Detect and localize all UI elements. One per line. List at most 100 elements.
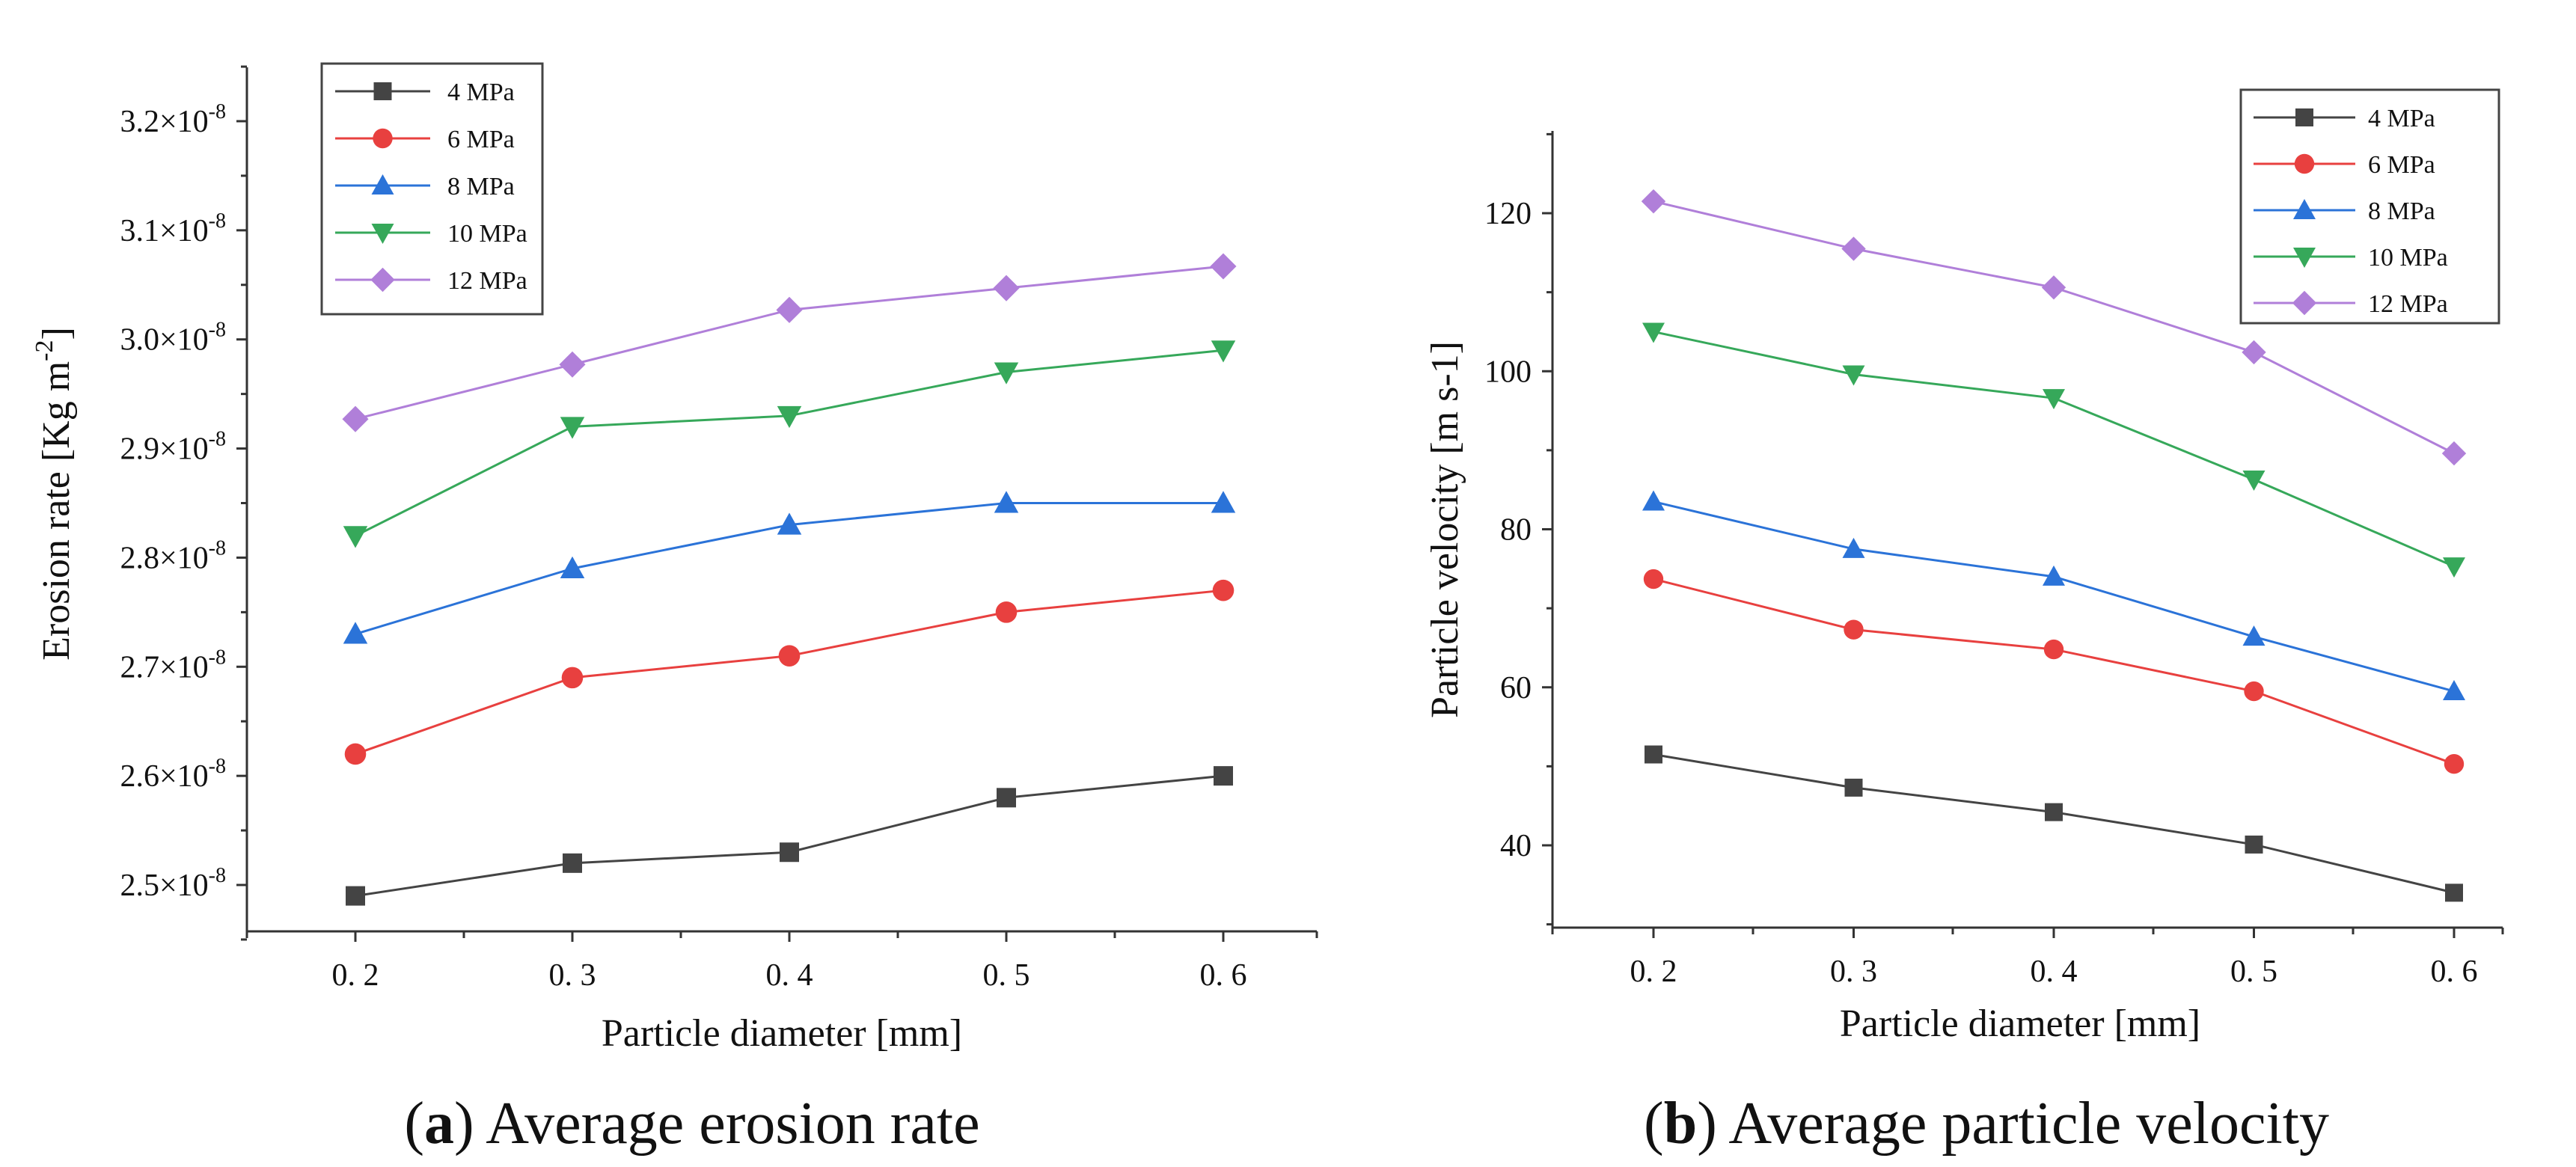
panel-a-series-4-point-0 bbox=[342, 405, 369, 432]
panel-a-series-0-point-1 bbox=[563, 853, 582, 873]
panel-a-series-4-point-4 bbox=[1210, 253, 1237, 280]
panel-a-y-tick-mantissa: 3.2×10 bbox=[120, 105, 208, 139]
panel-b-legend-box bbox=[2239, 88, 2500, 325]
panel-b-series-4-point-0 bbox=[1641, 189, 1666, 214]
panel-b-series-1-point-2 bbox=[2043, 639, 2064, 660]
panel-b-x-tick-label: 0. 5 bbox=[2230, 955, 2277, 989]
panel-b-caption-open: ( bbox=[1644, 1091, 1664, 1157]
panel-a-x-label: Particle diameter [mm] bbox=[602, 1012, 962, 1055]
panel-b-series-2-point-1 bbox=[1842, 537, 1865, 558]
panel-a-series-3-point-2 bbox=[777, 405, 802, 429]
panel-a-legend-marker-3 bbox=[371, 224, 394, 244]
panel-a-legend-marker-0 bbox=[373, 82, 392, 100]
panel-a-y-label-main: Erosion rate [Kg m bbox=[35, 361, 78, 661]
panel-b-series-2-point-0 bbox=[1642, 490, 1665, 511]
panel-b-y-tick-label: 80 bbox=[1500, 513, 1532, 548]
panel-a-series-1-point-4 bbox=[1212, 579, 1235, 601]
panel-b-y-tick-label: 120 bbox=[1484, 197, 1532, 231]
panel-a-y-tick-label: 3.1×10-8 bbox=[120, 209, 226, 248]
panel-a-series-2-point-4 bbox=[1211, 491, 1236, 513]
panel-a-legend-label-1: 6 MPa bbox=[447, 126, 515, 153]
panel-a-y-tick-mantissa: 2.6×10 bbox=[120, 759, 208, 794]
panel-b-legend-marker-0 bbox=[2295, 108, 2313, 126]
panel-a-series-1-point-2 bbox=[778, 645, 801, 667]
panel-b-x-tick-label: 0. 6 bbox=[2431, 955, 2478, 989]
panel-a-y-label-sup: -2 bbox=[31, 340, 58, 361]
panel-b-x-tick-label: 0. 2 bbox=[1630, 955, 1677, 989]
panel-b-y-label: Particle velocity [m s-1] bbox=[1424, 341, 1466, 718]
panel-a-y-tick-exponent: -8 bbox=[209, 319, 226, 342]
panel-a-x-tick-label: 0. 2 bbox=[332, 958, 379, 993]
panel-a-y-tick-label: 2.6×10-8 bbox=[120, 755, 226, 794]
panel-b-series-0-point-0 bbox=[1645, 745, 1662, 764]
panel-b-series-1-point-0 bbox=[1643, 569, 1664, 589]
panel-a-series-1-point-0 bbox=[344, 743, 367, 765]
panel-a-series-3-point-4 bbox=[1211, 340, 1236, 363]
panel-a-axes bbox=[245, 67, 1317, 933]
panel-b-x-label: Particle diameter [mm] bbox=[1840, 1002, 2200, 1045]
panel-a-legend-label-3: 10 MPa bbox=[447, 220, 527, 248]
panel-b-legend: 4 MPa 6 MPa 8 MPa 10 MPa 12 MPa bbox=[2239, 88, 2500, 325]
panel-b-series-0-point-3 bbox=[2245, 835, 2263, 854]
panel-a-series-0-point-0 bbox=[346, 886, 365, 906]
panel-a-y-tick-label: 2.8×10-8 bbox=[120, 536, 226, 575]
panel-a-y-tick-label: 2.5×10-8 bbox=[120, 864, 226, 903]
panel-a-y-tick-mantissa: 2.8×10 bbox=[120, 541, 208, 575]
panel-a-series-3-point-1 bbox=[560, 417, 585, 439]
panel-a-y-tick-label: 3.0×10-8 bbox=[120, 319, 226, 358]
panel-a-series-line-1 bbox=[355, 589, 1224, 756]
panel-a-legend-marker-2 bbox=[371, 174, 394, 194]
panel-b-series-4-point-1 bbox=[1841, 236, 1866, 261]
panel-b-caption-text: ) Average particle velocity bbox=[1697, 1091, 2329, 1157]
panel-a-legend-label-2: 8 MPa bbox=[447, 173, 515, 200]
panel-a-y-tick-exponent: -8 bbox=[209, 209, 226, 233]
panel-b-series-1-point-3 bbox=[2244, 681, 2264, 702]
panel-a-series-2-point-0 bbox=[343, 622, 368, 644]
panel-a-legend-label-4: 12 MPa bbox=[447, 267, 527, 295]
panel-b-x-tick-label: 0. 3 bbox=[1830, 955, 1877, 989]
panel-a-x-tick-label: 0. 4 bbox=[766, 958, 813, 993]
panel-b-legend-marker-1 bbox=[2294, 153, 2315, 174]
panel-b: 40 60 80 100 120 0. 2 0. 3 0. 4 0. 5 0. 6 4 MPa 6 … bbox=[1424, 88, 2504, 1157]
panel-a-ticks: 2.5×10-82.6×10-82.7×10-82.8×10-82.9×10-8… bbox=[120, 65, 1318, 993]
panel-a-series-2-point-2 bbox=[777, 512, 802, 535]
panel-b-y-tick-label: 60 bbox=[1500, 671, 1532, 705]
panel-a-caption-letter: a bbox=[424, 1091, 454, 1157]
panel-a-y-tick-label: 3.2×10-8 bbox=[120, 100, 226, 139]
panel-a-caption-open: ( bbox=[404, 1091, 424, 1157]
panel-a-caption: (a) Average erosion rate bbox=[404, 1091, 979, 1157]
panel-a-y-tick-exponent: -8 bbox=[209, 536, 226, 560]
panel-b-series-0-point-1 bbox=[1844, 778, 1863, 797]
panel-b-series-3-point-1 bbox=[1842, 365, 1865, 386]
panel-b-legend-label-4: 12 MPa bbox=[2368, 290, 2448, 318]
panel-a-series-4-point-2 bbox=[776, 296, 803, 323]
panel-b-series-line-0 bbox=[1653, 753, 2455, 894]
panel-a-y-label-close: ] bbox=[35, 327, 78, 340]
panel-a-series-3-point-0 bbox=[343, 526, 368, 548]
panel-b-series-line-2 bbox=[1653, 500, 2455, 693]
panel-b-series-2-point-2 bbox=[2043, 565, 2065, 586]
panel-a-series-3-point-3 bbox=[994, 362, 1019, 385]
panel-a-y-tick-exponent: -8 bbox=[209, 428, 226, 451]
panel-a-y-tick-mantissa: 3.0×10 bbox=[120, 323, 208, 358]
panel-b-y-tick-label: 100 bbox=[1484, 355, 1532, 389]
panel-b-series-1-point-4 bbox=[2444, 754, 2465, 774]
panel-a-y-tick-exponent: -8 bbox=[209, 755, 226, 778]
panel-a-legend-label-0: 4 MPa bbox=[447, 79, 515, 106]
panel-a-series-1-point-3 bbox=[995, 601, 1018, 623]
panel-b-series-4-point-3 bbox=[2242, 340, 2266, 365]
panel-a-y-tick-mantissa: 2.9×10 bbox=[120, 432, 208, 467]
panel-b-x-tick-label: 0. 4 bbox=[2031, 955, 2078, 989]
panel-a-series-line-0 bbox=[355, 774, 1224, 898]
panel-b-legend-marker-3 bbox=[2293, 248, 2316, 268]
panel-a-series-4-point-3 bbox=[993, 275, 1020, 301]
panel-a-series-line-3 bbox=[355, 349, 1224, 537]
panel-b-legend-label-2: 8 MPa bbox=[2368, 197, 2435, 225]
panel-a-y-tick-label: 2.7×10-8 bbox=[120, 646, 226, 684]
panel-a-series-0-point-3 bbox=[997, 788, 1016, 808]
panel-a-x-tick-label: 0. 5 bbox=[983, 958, 1030, 993]
panel-b-legend-label-3: 10 MPa bbox=[2368, 244, 2448, 272]
panel-a: 2.5×10-82.6×10-82.7×10-82.8×10-82.9×10-8… bbox=[31, 62, 1318, 1157]
panel-a-y-label: Erosion rate [Kg m-2] bbox=[31, 327, 78, 661]
